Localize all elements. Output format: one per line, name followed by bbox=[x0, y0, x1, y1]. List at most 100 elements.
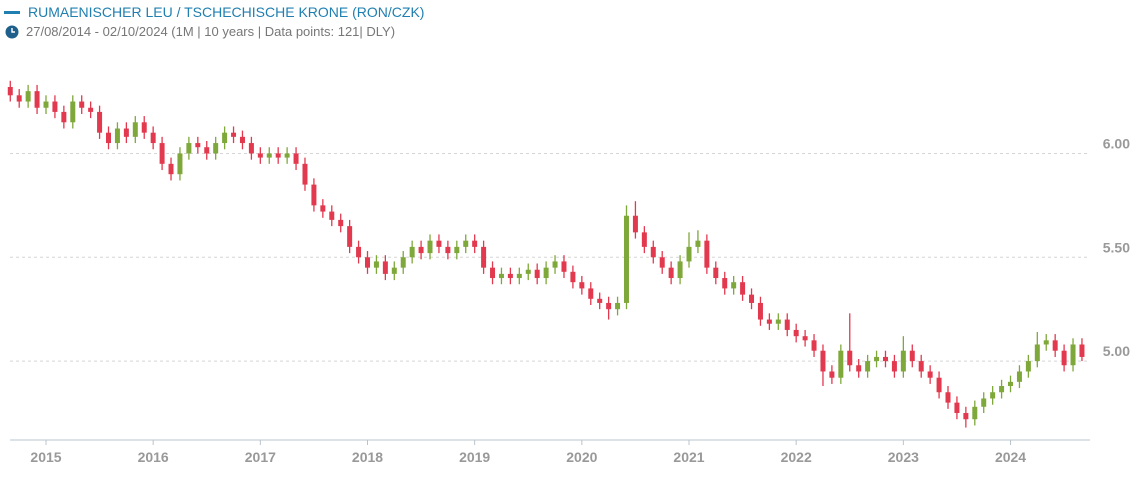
candle-body bbox=[61, 111, 67, 123]
candle-body bbox=[597, 298, 603, 303]
candle-body bbox=[731, 282, 737, 289]
candle-body bbox=[293, 153, 299, 164]
candle-body bbox=[320, 205, 326, 212]
candle-body bbox=[266, 153, 272, 158]
candle-body bbox=[677, 261, 683, 279]
candle-body bbox=[356, 246, 362, 258]
candle-body bbox=[463, 240, 469, 247]
candle-body bbox=[186, 143, 192, 154]
x-tick-label: 2021 bbox=[673, 449, 704, 465]
candle-body bbox=[97, 111, 103, 133]
candle-body bbox=[34, 91, 40, 108]
candle-body bbox=[275, 153, 281, 158]
candle-body bbox=[373, 261, 379, 268]
candle-body bbox=[606, 302, 612, 310]
candle-body bbox=[70, 101, 76, 123]
candle-body bbox=[972, 406, 978, 420]
candle-body bbox=[195, 143, 201, 148]
candle-body bbox=[757, 302, 763, 320]
candle-body bbox=[150, 132, 156, 144]
candle-body bbox=[918, 361, 924, 372]
candle-body bbox=[802, 336, 808, 341]
candle-body bbox=[775, 319, 781, 324]
candle-body bbox=[43, 101, 49, 108]
x-tick-label: 2020 bbox=[566, 449, 597, 465]
candle-body bbox=[1079, 344, 1085, 357]
candle-body bbox=[302, 163, 308, 185]
candle-body bbox=[632, 215, 638, 233]
candle-body bbox=[25, 91, 31, 102]
candle-body bbox=[284, 153, 290, 158]
candle-body bbox=[1061, 350, 1067, 366]
candle-body bbox=[472, 240, 478, 247]
candle-body bbox=[579, 282, 585, 289]
candle-body bbox=[409, 246, 415, 258]
candle-body bbox=[365, 257, 371, 268]
x-tick-label: 2018 bbox=[352, 449, 383, 465]
candle-body bbox=[686, 246, 692, 262]
candle-body bbox=[347, 226, 353, 247]
x-tick-label: 2015 bbox=[30, 449, 61, 465]
candle-body bbox=[820, 350, 826, 372]
candle-body bbox=[668, 267, 674, 279]
candle-body bbox=[784, 319, 790, 330]
candle-body bbox=[695, 240, 701, 247]
candle-body bbox=[829, 371, 835, 378]
candle-body bbox=[231, 132, 237, 137]
candle-body bbox=[177, 153, 183, 175]
candle-body bbox=[239, 136, 245, 144]
candle-body bbox=[418, 246, 424, 254]
candle-body bbox=[1025, 361, 1031, 372]
candle-body bbox=[436, 240, 442, 247]
candle-body bbox=[999, 386, 1005, 393]
candle-body bbox=[490, 267, 496, 279]
chart-subtitle: 27/08/2014 - 02/10/2024 (1M | 10 years |… bbox=[26, 24, 396, 39]
candle-body bbox=[16, 95, 22, 102]
candle-body bbox=[641, 232, 647, 247]
candle-body bbox=[1052, 340, 1058, 351]
candle-body bbox=[445, 246, 451, 254]
chart-title: RUMAENISCHER LEU / TSCHECHISCHE KRONE (R… bbox=[28, 4, 425, 20]
candle-body bbox=[7, 86, 13, 96]
x-tick-label: 2022 bbox=[781, 449, 812, 465]
candle-body bbox=[659, 257, 665, 268]
candle-body bbox=[954, 402, 960, 414]
candle-body bbox=[909, 350, 915, 362]
candle-body bbox=[114, 128, 120, 144]
candle-body bbox=[704, 240, 710, 268]
candle-body bbox=[248, 143, 254, 154]
candle-body bbox=[793, 329, 799, 337]
candle-body bbox=[891, 361, 897, 372]
x-tick-label: 2024 bbox=[995, 449, 1026, 465]
candle-body bbox=[516, 273, 522, 279]
y-tick-label: 5.00 bbox=[1103, 343, 1130, 359]
candle-body bbox=[123, 128, 129, 137]
candle-body bbox=[88, 107, 94, 112]
candle-body bbox=[507, 273, 513, 279]
candle-body bbox=[981, 398, 987, 407]
candle-body bbox=[588, 288, 594, 299]
candle-body bbox=[382, 261, 388, 274]
candle-body bbox=[141, 122, 147, 133]
x-tick-label: 2023 bbox=[888, 449, 919, 465]
candle-body bbox=[79, 101, 85, 108]
candle-body bbox=[204, 147, 210, 154]
candle-body bbox=[1008, 381, 1014, 387]
candle-body bbox=[534, 269, 540, 279]
y-tick-label: 6.00 bbox=[1103, 135, 1130, 151]
candle-body bbox=[222, 132, 228, 144]
candle-body bbox=[525, 269, 531, 274]
candle-body bbox=[1016, 371, 1022, 382]
candle-body bbox=[713, 267, 719, 279]
candle-body bbox=[1070, 344, 1076, 366]
x-tick-label: 2016 bbox=[138, 449, 169, 465]
candle-body bbox=[391, 267, 397, 274]
candle-body bbox=[400, 257, 406, 268]
candle-body bbox=[838, 350, 844, 378]
title-marker bbox=[4, 11, 20, 14]
candle-body bbox=[722, 278, 728, 289]
candle-body bbox=[856, 365, 862, 372]
candle-body bbox=[945, 392, 951, 403]
x-tick-label: 2019 bbox=[459, 449, 490, 465]
